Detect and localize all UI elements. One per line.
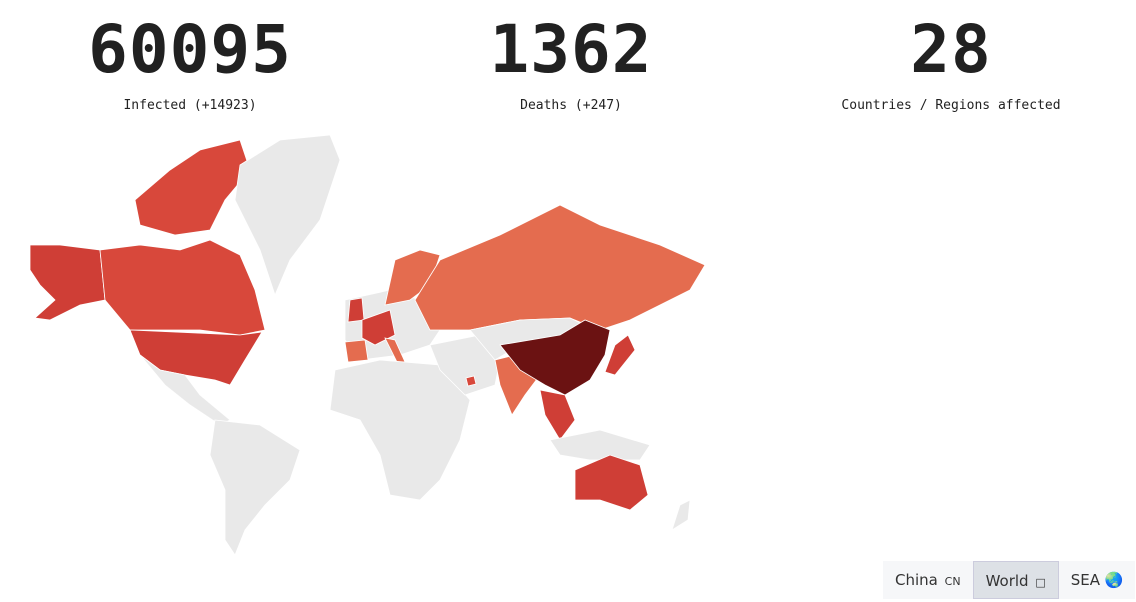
- region-canada-islands[interactable]: [134, 139, 251, 236]
- region-china[interactable]: [499, 319, 611, 396]
- view-sea-button[interactable]: SEA 🌏: [1058, 561, 1136, 599]
- region-russia[interactable]: [414, 204, 706, 331]
- region-africa: [329, 359, 471, 501]
- region-indonesia: [549, 429, 651, 461]
- region-canada[interactable]: [99, 239, 266, 336]
- view-world-button[interactable]: World □: [972, 561, 1059, 599]
- infected-count: 60095: [88, 11, 292, 88]
- countries-label: Countries / Regions affected: [841, 98, 1061, 113]
- sea-label: SEA: [1070, 571, 1101, 589]
- region-spain[interactable]: [344, 339, 369, 363]
- region-south-america: [209, 419, 301, 556]
- deaths-label: Deaths (+247): [520, 98, 622, 113]
- region-australia[interactable]: [574, 454, 649, 511]
- globe-icon: 🌏: [1104, 571, 1124, 589]
- region-uae[interactable]: [465, 375, 477, 387]
- region-greenland: [234, 134, 341, 297]
- region-uk[interactable]: [347, 297, 365, 323]
- countries-stat: 28 Countries / Regions affected: [761, 11, 1136, 114]
- view-switch: China CN World □ SEA 🌏: [883, 561, 1136, 599]
- region-usa[interactable]: [129, 329, 263, 386]
- region-alaska[interactable]: [29, 244, 106, 321]
- region-southeast-asia[interactable]: [539, 389, 576, 441]
- view-china-button[interactable]: China CN: [883, 561, 973, 599]
- region-scandinavia[interactable]: [384, 249, 441, 306]
- deaths-stat: 1362 Deaths (+247): [381, 11, 761, 114]
- world-label: World: [985, 572, 1029, 590]
- region-new-zealand: [671, 499, 691, 531]
- countries-count: 28: [910, 11, 992, 88]
- region-japan[interactable]: [604, 334, 636, 376]
- region-mexico: [139, 354, 231, 426]
- region-france-germany[interactable]: [361, 309, 396, 346]
- infected-label: Infected (+14923): [123, 98, 257, 113]
- world-map: [29, 134, 706, 556]
- infected-stat: 60095 Infected (+14923): [0, 11, 380, 114]
- cn-flag-icon: CN: [944, 575, 961, 588]
- deaths-count: 1362: [489, 11, 653, 88]
- china-label: China: [895, 571, 938, 589]
- world-icon: □: [1035, 576, 1046, 589]
